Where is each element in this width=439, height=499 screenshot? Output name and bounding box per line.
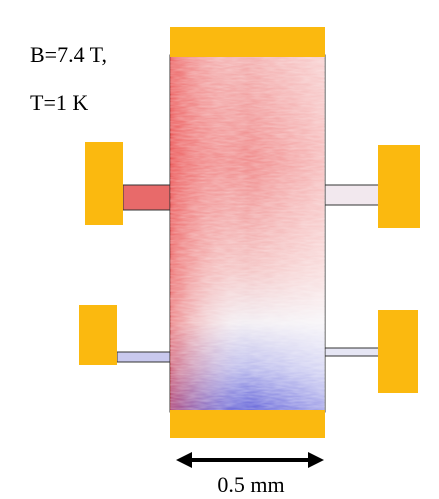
right-lower-arm — [322, 348, 380, 356]
channel-texture — [170, 55, 325, 412]
contact-right-upper — [378, 145, 420, 228]
figure: B=7.4 T, T=1 K 0.5 mm — [0, 0, 439, 499]
contact-bottom — [170, 410, 325, 438]
left-lower-arm — [117, 352, 173, 362]
contact-left-upper — [85, 142, 123, 225]
contact-top — [170, 27, 325, 57]
temperature-label: T=1 K — [30, 90, 88, 115]
arrow-head-right — [308, 452, 324, 468]
scale-bar — [176, 452, 324, 468]
hall-bar — [117, 55, 380, 412]
contact-right-lower — [378, 310, 418, 393]
left-upper-arm — [123, 185, 173, 210]
scale-label: 0.5 mm — [217, 472, 284, 497]
contact-left-lower — [79, 305, 117, 365]
field-label: B=7.4 T, — [30, 42, 107, 67]
arrow-head-left — [176, 452, 192, 468]
right-upper-arm — [322, 185, 380, 205]
